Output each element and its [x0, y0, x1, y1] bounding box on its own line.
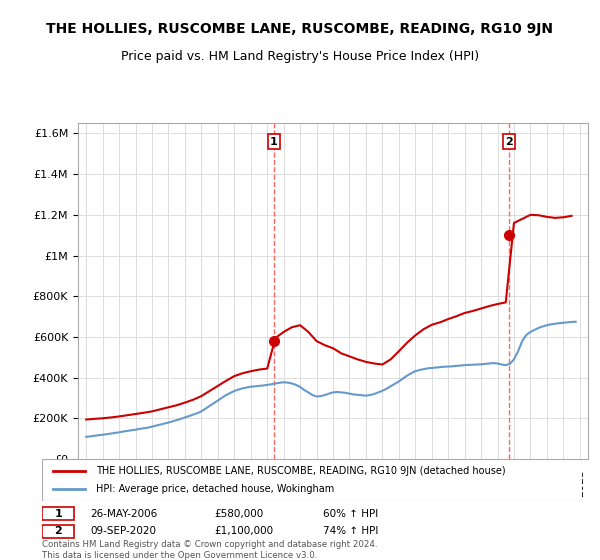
FancyBboxPatch shape [42, 525, 74, 538]
Text: 09-SEP-2020: 09-SEP-2020 [91, 526, 157, 536]
Text: 2: 2 [55, 526, 62, 536]
Text: 1: 1 [55, 508, 62, 519]
Text: Price paid vs. HM Land Registry's House Price Index (HPI): Price paid vs. HM Land Registry's House … [121, 50, 479, 63]
Text: 74% ↑ HPI: 74% ↑ HPI [323, 526, 378, 536]
Text: Contains HM Land Registry data © Crown copyright and database right 2024.
This d: Contains HM Land Registry data © Crown c… [42, 540, 377, 559]
Text: HPI: Average price, detached house, Wokingham: HPI: Average price, detached house, Woki… [96, 484, 334, 494]
Text: THE HOLLIES, RUSCOMBE LANE, RUSCOMBE, READING, RG10 9JN (detached house): THE HOLLIES, RUSCOMBE LANE, RUSCOMBE, RE… [96, 466, 506, 476]
Text: 1: 1 [270, 137, 278, 147]
Text: £1,100,000: £1,100,000 [215, 526, 274, 536]
Text: 60% ↑ HPI: 60% ↑ HPI [323, 508, 378, 519]
FancyBboxPatch shape [42, 459, 582, 501]
Text: 2: 2 [505, 137, 513, 147]
Text: 26-MAY-2006: 26-MAY-2006 [91, 508, 158, 519]
FancyBboxPatch shape [42, 507, 74, 520]
Text: £580,000: £580,000 [215, 508, 264, 519]
Text: THE HOLLIES, RUSCOMBE LANE, RUSCOMBE, READING, RG10 9JN: THE HOLLIES, RUSCOMBE LANE, RUSCOMBE, RE… [47, 22, 554, 36]
